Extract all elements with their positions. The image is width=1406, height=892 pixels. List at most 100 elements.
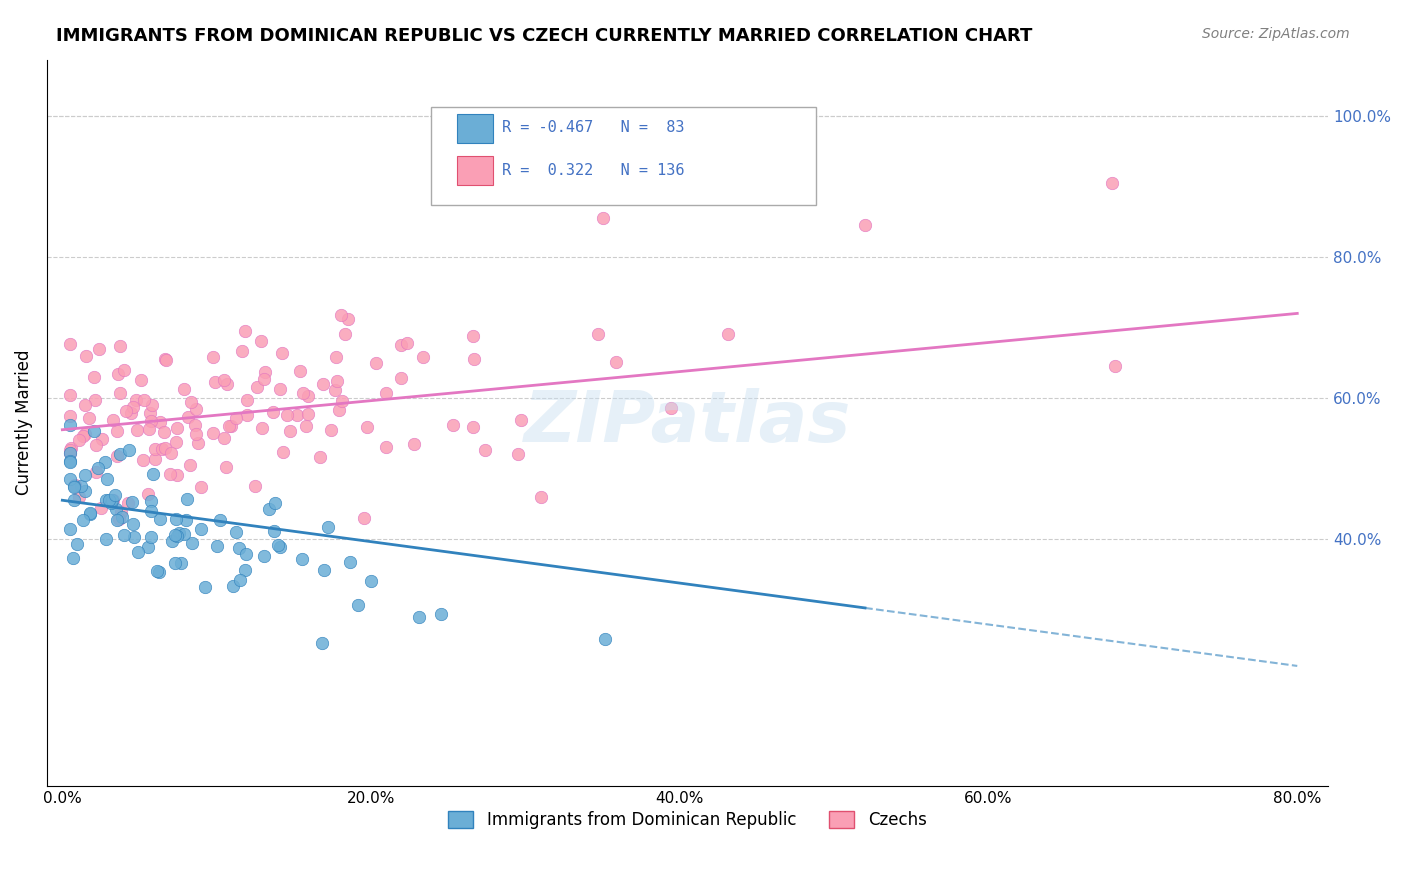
Czechs — [215, 376, 238, 391]
Immigrants from Dominican Republic — [94, 455, 117, 469]
Immigrants from Dominican Republic — [101, 493, 124, 508]
Czechs — [309, 450, 332, 465]
Czechs — [87, 342, 110, 356]
FancyBboxPatch shape — [457, 114, 492, 143]
Czechs — [253, 365, 276, 379]
Czechs — [592, 211, 614, 226]
Immigrants from Dominican Republic — [87, 460, 110, 475]
Czechs — [112, 362, 135, 376]
Czechs — [605, 355, 627, 369]
Czechs — [441, 417, 464, 432]
Czechs — [186, 427, 208, 442]
Czechs — [312, 376, 335, 391]
Czechs — [291, 386, 314, 401]
Czechs — [463, 420, 485, 434]
Czechs — [108, 386, 131, 401]
Czechs — [243, 478, 266, 492]
Czechs — [280, 424, 302, 438]
Immigrants from Dominican Republic — [209, 513, 232, 527]
Immigrants from Dominican Republic — [163, 527, 186, 541]
Czechs — [297, 407, 319, 421]
Czechs — [212, 430, 235, 444]
Legend: Immigrants from Dominican Republic, Czechs: Immigrants from Dominican Republic, Czec… — [441, 804, 934, 836]
Czechs — [91, 432, 114, 446]
Immigrants from Dominican Republic — [75, 483, 97, 498]
Czechs — [389, 338, 412, 352]
Immigrants from Dominican Republic — [267, 538, 290, 552]
Czechs — [115, 403, 138, 417]
Czechs — [59, 409, 82, 423]
Czechs — [177, 410, 200, 425]
Immigrants from Dominican Republic — [59, 472, 82, 486]
Czechs — [233, 324, 256, 338]
Czechs — [404, 437, 426, 451]
Immigrants from Dominican Republic — [170, 556, 193, 570]
Czechs — [132, 393, 155, 408]
Immigrants from Dominican Republic — [176, 492, 198, 507]
Czechs — [508, 447, 530, 461]
Immigrants from Dominican Republic — [136, 540, 159, 554]
Immigrants from Dominican Republic — [430, 607, 453, 621]
Czechs — [110, 505, 132, 519]
Immigrants from Dominican Republic — [118, 443, 141, 458]
Czechs — [59, 445, 82, 459]
Czechs — [231, 344, 253, 359]
Czechs — [129, 373, 152, 387]
Czechs — [510, 413, 533, 427]
Czechs — [246, 380, 269, 394]
Immigrants from Dominican Republic — [408, 610, 430, 624]
Czechs — [150, 442, 173, 456]
Czechs — [132, 453, 155, 467]
Czechs — [374, 440, 396, 454]
Immigrants from Dominican Republic — [94, 492, 117, 507]
Czechs — [269, 382, 291, 396]
Immigrants from Dominican Republic — [347, 598, 370, 612]
Immigrants from Dominican Republic — [112, 527, 135, 541]
Czechs — [853, 219, 876, 233]
Immigrants from Dominican Republic — [253, 549, 276, 563]
Immigrants from Dominican Republic — [312, 563, 335, 577]
Immigrants from Dominican Republic — [62, 492, 84, 507]
Immigrants from Dominican Republic — [142, 467, 165, 481]
Czechs — [173, 382, 195, 396]
Immigrants from Dominican Republic — [124, 530, 146, 544]
Immigrants from Dominican Republic — [222, 579, 245, 593]
Czechs — [67, 491, 90, 505]
Czechs — [353, 510, 375, 524]
Czechs — [270, 346, 292, 360]
Immigrants from Dominican Republic — [59, 445, 82, 459]
Immigrants from Dominican Republic — [205, 540, 228, 554]
Czechs — [75, 426, 97, 441]
Immigrants from Dominican Republic — [176, 512, 198, 526]
Czechs — [335, 326, 357, 341]
Immigrants from Dominican Republic — [316, 520, 339, 534]
Czechs — [330, 309, 353, 323]
Immigrants from Dominican Republic — [59, 522, 82, 536]
Czechs — [59, 388, 82, 402]
Czechs — [101, 493, 124, 508]
Immigrants from Dominican Republic — [83, 424, 105, 438]
Immigrants from Dominican Republic — [311, 636, 333, 650]
Immigrants from Dominican Republic — [96, 533, 118, 547]
Immigrants from Dominican Republic — [233, 563, 256, 577]
Czechs — [204, 375, 226, 389]
Czechs — [153, 351, 176, 366]
Czechs — [294, 418, 316, 433]
Czechs — [67, 434, 90, 448]
Czechs — [356, 419, 378, 434]
Immigrants from Dominican Republic — [360, 574, 382, 588]
Czechs — [159, 467, 181, 481]
Czechs — [59, 442, 82, 457]
Czechs — [297, 389, 319, 403]
Immigrants from Dominican Republic — [59, 455, 82, 469]
Immigrants from Dominican Republic — [593, 632, 616, 646]
Czechs — [65, 478, 87, 492]
Czechs — [375, 385, 398, 400]
Czechs — [215, 460, 238, 475]
Czechs — [84, 465, 107, 479]
Czechs — [155, 353, 177, 368]
FancyBboxPatch shape — [457, 156, 492, 186]
Immigrants from Dominican Republic — [339, 555, 361, 569]
Czechs — [107, 367, 129, 381]
Text: R =  0.322   N = 136: R = 0.322 N = 136 — [502, 163, 685, 178]
